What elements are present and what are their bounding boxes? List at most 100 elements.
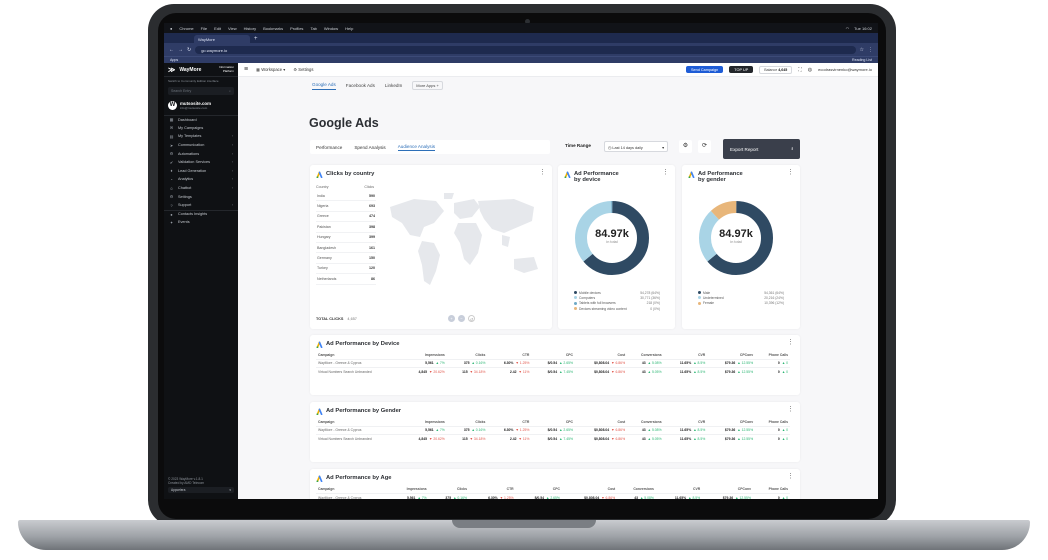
globe-icon[interactable]: ◍	[807, 66, 813, 73]
apple-icon[interactable]: ●	[170, 25, 173, 31]
back-icon[interactable]: ←	[169, 46, 174, 53]
column-header[interactable]: Impressions	[424, 353, 445, 358]
column-header[interactable]: CVR	[698, 420, 706, 425]
address-bar[interactable]: go.waymore.io	[195, 45, 856, 54]
donut-segment[interactable]	[699, 201, 773, 275]
sidebar-item-analytics[interactable]: ◔ Analytics ›	[170, 176, 233, 182]
column-header[interactable]: Clicks	[475, 353, 486, 358]
column-header[interactable]: Phone Calls	[768, 353, 788, 358]
account-switcher[interactable]: W mutsosite.com info@mutsosite.com	[164, 97, 238, 112]
campaign-name[interactable]: WayMore - Greece & Cyprus	[316, 425, 402, 435]
sidebar-item-support[interactable]: ? Support ›	[170, 202, 233, 208]
column-header[interactable]: Campaign	[318, 420, 335, 425]
sidebar-item-automations[interactable]: ⚙ Automations ›	[169, 151, 233, 157]
menu-item[interactable]: History	[243, 25, 257, 31]
donut-segment[interactable]	[575, 201, 649, 275]
menu-item[interactable]: Window	[323, 25, 339, 31]
column-header[interactable]: CVR	[698, 353, 706, 358]
reload-icon[interactable]: ↻	[187, 46, 192, 53]
forward-icon[interactable]: →	[178, 46, 183, 53]
sidebar-item-settings[interactable]: ⚙ Settings	[169, 194, 192, 200]
column-header[interactable]: CPConv	[737, 487, 751, 492]
campaign-name[interactable]: WayMore - Greece & Cyprus	[316, 492, 391, 499]
more-apps-button[interactable]: More Apps +	[412, 81, 443, 90]
column-header[interactable]: CTR	[522, 353, 530, 358]
sidebar-item-events[interactable]: ✦ Events	[169, 219, 190, 225]
menu-item[interactable]: Tab	[310, 25, 317, 31]
star-icon[interactable]: ☆	[859, 46, 864, 53]
menu-item[interactable]: Chrome	[179, 25, 194, 31]
column-header[interactable]: CPC	[552, 487, 560, 492]
column-header[interactable]: CPC	[565, 353, 574, 358]
menu-item[interactable]: Help	[345, 25, 354, 31]
more-options-icon[interactable]: ⋮	[787, 339, 794, 346]
workspace-menu[interactable]: ▦ Workspace ▾	[256, 67, 286, 72]
clock[interactable]: Tue 16:02	[854, 25, 872, 31]
column-header[interactable]: CPConv	[739, 420, 754, 425]
column-header[interactable]: Impressions	[406, 487, 427, 492]
reading-list[interactable]: Reading List	[852, 58, 872, 62]
more-options-icon[interactable]: ⋮	[662, 169, 669, 176]
column-header[interactable]: CTR	[506, 487, 514, 492]
donut-segment[interactable]	[575, 201, 649, 275]
sidebar-item-dashboard[interactable]: ▦ Dashboard	[164, 115, 238, 124]
send-campaign-button[interactable]: Send Campaign	[686, 66, 724, 73]
top-up-button[interactable]: TOP UP	[729, 66, 754, 73]
sidebar-item-communication[interactable]: ➤ Communication ›	[169, 142, 233, 148]
menu-item[interactable]: Profiles	[290, 25, 304, 31]
user-email[interactable]: ecodrasvirnenko@waymore.io	[818, 67, 872, 72]
sidebar-item-templates[interactable]: ▤ My Templates ›	[169, 133, 233, 139]
column-header[interactable]: CVR	[693, 487, 701, 492]
more-options-icon[interactable]: ⋮	[787, 169, 794, 176]
zoom-in-icon[interactable]: +	[448, 315, 455, 322]
tab-performance[interactable]: Performance	[316, 144, 343, 150]
sidebar-search[interactable]: Search Entry ⌕	[168, 87, 234, 95]
campaign-name[interactable]: Virtual Numbers Search Unbranded	[316, 367, 402, 377]
menu-item[interactable]: View	[228, 25, 237, 31]
column-header[interactable]: CPC	[565, 420, 574, 425]
more-options-icon[interactable]: ⋮	[787, 406, 794, 413]
column-header[interactable]: Phone Calls	[768, 487, 788, 492]
tab-spend-analysis[interactable]: Spend Analysis	[354, 144, 386, 150]
reset-icon[interactable]: ↺	[468, 315, 475, 322]
column-header[interactable]: Impressions	[424, 420, 445, 425]
column-header[interactable]: Campaign	[318, 353, 335, 358]
more-options-icon[interactable]: ⋮	[787, 473, 794, 480]
new-tab-button[interactable]: +	[254, 36, 258, 42]
column-header[interactable]: Phone Calls	[768, 420, 788, 425]
sidebar-item-lead-generation[interactable]: ♦ Lead Generation ›	[170, 168, 233, 174]
hamburger-icon[interactable]: ≡	[244, 66, 249, 73]
column-header[interactable]: Cost	[607, 487, 616, 492]
donut-segment[interactable]	[699, 201, 773, 275]
time-range-select[interactable]: ◷ Last 14 days daily ▾	[604, 141, 668, 152]
browser-tab[interactable]: WayMore	[194, 35, 250, 43]
campaign-name[interactable]: Virtual Numbers Search Unbranded	[316, 434, 402, 444]
column-header[interactable]: Cost	[617, 353, 626, 358]
tab-audience-analysis[interactable]: Audience Analysis	[397, 143, 436, 151]
tab-google-ads[interactable]: Google Ads	[312, 82, 336, 90]
sidebar-item-chatbot[interactable]: ☺ Chatbot ›	[169, 185, 233, 191]
zoom-out-icon[interactable]: −	[458, 315, 465, 322]
column-header[interactable]: Clicks	[457, 487, 468, 492]
tab-facebook-ads[interactable]: Facebook Ads	[345, 83, 375, 88]
tab-linkedin[interactable]: LinkedIn	[384, 83, 403, 88]
settings-icon[interactable]: ⚙	[679, 140, 692, 153]
donut-segment[interactable]	[575, 201, 649, 275]
column-header[interactable]: Cost	[617, 420, 626, 425]
menu-dots-icon[interactable]: ⋮	[868, 46, 873, 53]
column-header[interactable]: Clicks	[475, 420, 486, 425]
sidebar-item-validation[interactable]: ✔ Validation Services ›	[169, 159, 233, 165]
language-select[interactable]: Appcelera ▾	[168, 487, 234, 493]
settings-link[interactable]: ⚙ Settings	[293, 67, 314, 72]
column-header[interactable]: Conversions	[633, 487, 654, 492]
wifi-icon[interactable]: ◠	[845, 25, 850, 31]
sidebar-item-contacts-insights[interactable]: ● Contacts Insights	[164, 209, 238, 219]
world-map[interactable]	[384, 189, 546, 299]
column-header[interactable]: Conversions	[641, 353, 662, 358]
menu-item[interactable]: Edit	[214, 25, 222, 31]
edition-switch[interactable]: Switch to Community Edition interface	[168, 79, 219, 83]
sidebar-item-campaigns[interactable]: ✉ My Campaigns	[169, 125, 204, 131]
bookmark-apps[interactable]: Apps	[170, 58, 179, 62]
menu-item[interactable]: File	[200, 25, 208, 31]
menu-item[interactable]: Bookmarks	[263, 25, 284, 31]
